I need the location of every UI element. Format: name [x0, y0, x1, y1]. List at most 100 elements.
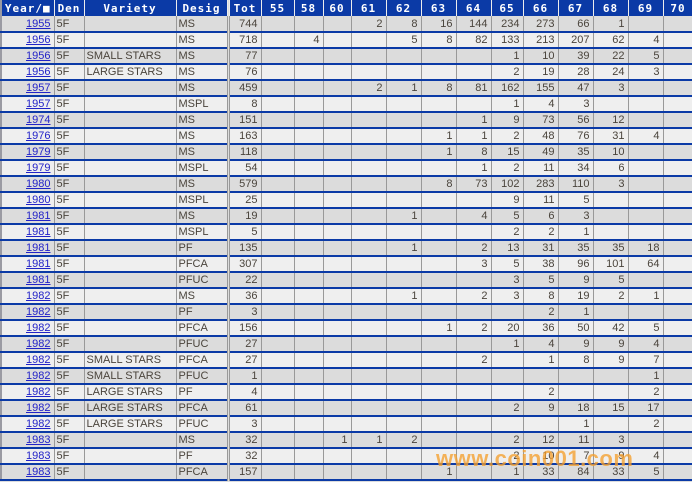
year-link[interactable]: 1983 — [0, 448, 55, 465]
den-cell: 5F — [54, 48, 85, 65]
count-cell-62 — [386, 384, 422, 401]
desig-cell: MS — [176, 208, 229, 225]
count-cell-69: 64 — [628, 256, 664, 273]
year-link[interactable]: 1982 — [0, 320, 55, 337]
year-link[interactable]: 1955 — [0, 16, 55, 33]
desig-cell: MSPL — [176, 96, 229, 113]
count-cell-61 — [351, 352, 387, 369]
count-cell-55 — [261, 400, 295, 417]
year-link[interactable]: 1981 — [0, 272, 55, 289]
year-link[interactable]: 1979 — [0, 160, 55, 177]
tot-cell: 459 — [226, 80, 262, 97]
count-cell-65 — [491, 384, 524, 401]
count-cell-64: 1 — [456, 160, 492, 177]
count-cell-64: 1 — [456, 112, 492, 129]
count-cell-65: 2 — [491, 64, 524, 81]
count-cell-69 — [628, 304, 664, 321]
count-cell-62 — [386, 352, 422, 369]
year-link[interactable]: 1957 — [0, 96, 55, 113]
count-cell-58 — [294, 272, 324, 289]
count-cell-67: 76 — [558, 128, 594, 145]
year-link[interactable]: 1982 — [0, 384, 55, 401]
table-row: 1956 5F LARGE STARS MS 76 2 19 28 24 3 — [0, 64, 692, 81]
count-cell-68: 3 — [593, 80, 629, 97]
den-cell: 5F — [54, 336, 85, 353]
year-link[interactable]: 1981 — [0, 208, 55, 225]
year-link[interactable]: 1982 — [0, 368, 55, 385]
count-cell-55 — [261, 320, 295, 337]
year-link[interactable]: 1974 — [0, 112, 55, 129]
year-link[interactable]: 1983 — [0, 432, 55, 449]
count-cell-70 — [663, 96, 692, 113]
year-link[interactable]: 1982 — [0, 352, 55, 369]
count-cell-66: 155 — [523, 80, 559, 97]
year-link[interactable]: 1976 — [0, 128, 55, 145]
column-header-65: 65 — [491, 0, 524, 16]
tot-cell: 27 — [226, 352, 262, 369]
count-cell-63 — [421, 448, 457, 465]
year-link[interactable]: 1982 — [0, 304, 55, 321]
table-row: 1956 5F MS 718 4 5 8 82 133 213 207 62 4 — [0, 32, 692, 49]
count-cell-66: 2 — [523, 304, 559, 321]
tot-cell: 4 — [226, 384, 262, 401]
count-cell-60 — [323, 464, 352, 481]
count-cell-68: 35 — [593, 240, 629, 257]
count-cell-67: 47 — [558, 80, 594, 97]
count-cell-60 — [323, 288, 352, 305]
year-link[interactable]: 1981 — [0, 224, 55, 241]
year-link[interactable]: 1979 — [0, 144, 55, 161]
count-cell-65 — [491, 416, 524, 433]
count-cell-67: 39 — [558, 48, 594, 65]
tot-cell: 77 — [226, 48, 262, 65]
count-cell-64: 2 — [456, 320, 492, 337]
year-link[interactable]: 1981 — [0, 256, 55, 273]
count-cell-65 — [491, 368, 524, 385]
year-link[interactable]: 1980 — [0, 192, 55, 209]
year-link[interactable]: 1982 — [0, 288, 55, 305]
year-link[interactable]: 1981 — [0, 240, 55, 257]
year-link[interactable]: 1982 — [0, 416, 55, 433]
count-cell-64 — [456, 400, 492, 417]
year-link[interactable]: 1982 — [0, 400, 55, 417]
count-cell-63 — [421, 160, 457, 177]
count-cell-65: 102 — [491, 176, 524, 193]
variety-cell — [84, 432, 177, 449]
count-cell-61 — [351, 256, 387, 273]
count-cell-62 — [386, 224, 422, 241]
count-cell-70 — [663, 112, 692, 129]
year-link[interactable]: 1956 — [0, 64, 55, 81]
count-cell-63 — [421, 208, 457, 225]
count-cell-60 — [323, 80, 352, 97]
tot-cell: 118 — [226, 144, 262, 161]
desig-cell: PF — [176, 448, 229, 465]
count-cell-66 — [523, 416, 559, 433]
count-cell-67: 34 — [558, 160, 594, 177]
tot-cell: 76 — [226, 64, 262, 81]
count-cell-61 — [351, 112, 387, 129]
table-row: 1982 5F LARGE STARS PFUC 3 1 2 — [0, 416, 692, 433]
count-cell-62 — [386, 96, 422, 113]
count-cell-65: 9 — [491, 192, 524, 209]
count-cell-70 — [663, 144, 692, 161]
variety-cell — [84, 144, 177, 161]
count-cell-64: 144 — [456, 16, 492, 33]
table-row: 1982 5F SMALL STARS PFCA 27 2 1 8 9 7 — [0, 352, 692, 369]
count-cell-55 — [261, 128, 295, 145]
count-cell-68: 6 — [593, 160, 629, 177]
den-cell: 5F — [54, 448, 85, 465]
count-cell-55 — [261, 112, 295, 129]
year-link[interactable]: 1957 — [0, 80, 55, 97]
count-cell-68: 33 — [593, 464, 629, 481]
desig-cell: MS — [176, 176, 229, 193]
count-cell-64: 4 — [456, 208, 492, 225]
count-cell-69 — [628, 272, 664, 289]
den-cell: 5F — [54, 32, 85, 49]
year-link[interactable]: 1980 — [0, 176, 55, 193]
year-link[interactable]: 1956 — [0, 48, 55, 65]
count-cell-58 — [294, 432, 324, 449]
year-link[interactable]: 1956 — [0, 32, 55, 49]
count-cell-68 — [593, 368, 629, 385]
year-link[interactable]: 1983 — [0, 464, 55, 481]
count-cell-63 — [421, 64, 457, 81]
year-link[interactable]: 1982 — [0, 336, 55, 353]
